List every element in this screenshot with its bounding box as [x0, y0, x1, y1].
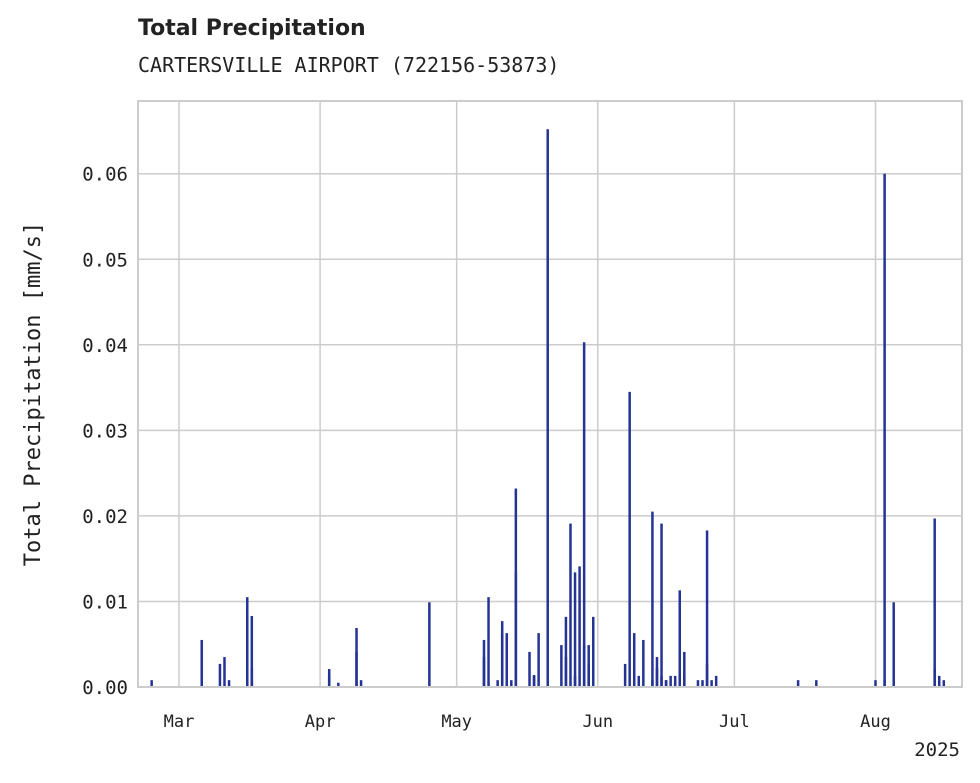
precipitation-bar-67: [714, 675, 718, 687]
precipitation-bar-1: [200, 639, 203, 687]
precipitation-bar-30: [537, 633, 540, 687]
x-tick-label-0: Mar: [164, 712, 195, 732]
precipitation-bar-77: [942, 680, 946, 687]
plot-frame: [137, 100, 963, 688]
y-tick-label-3: 0.03: [82, 420, 128, 442]
precipitation-bar-74: [933, 518, 936, 687]
x-tick-label-2: May: [441, 712, 472, 732]
precipitation-bar-46: [632, 633, 636, 687]
precipitation-bar-68: [796, 680, 800, 687]
x-tick-label-3: Jun: [582, 712, 613, 732]
precipitation-bar-0: [150, 680, 153, 687]
precipitation-bar-73: [892, 602, 895, 687]
precipitation-bar-53: [660, 523, 663, 687]
precipitation-bar-13: [355, 651, 358, 687]
y-tick-label-4: 0.04: [82, 335, 128, 357]
precipitation-bar-5: [246, 597, 249, 687]
precipitation-bar-75: [933, 669, 936, 687]
precipitation-bar-40: [582, 342, 586, 687]
precipitation-bar-11: [337, 682, 340, 687]
precipitation-bar-61: [683, 675, 686, 687]
precipitation-bar-15: [428, 602, 431, 687]
precipitation-bar-31: [546, 129, 549, 687]
precipitation-bar-45: [628, 391, 631, 687]
precipitation-bar-8: [250, 680, 254, 687]
precipitation-bars: [150, 129, 946, 687]
precipitation-bar-37: [573, 675, 577, 687]
precipitation-bar-27: [528, 651, 531, 687]
y-tick-label-2: 0.02: [82, 506, 128, 528]
precipitation-bar-76: [937, 675, 941, 687]
precipitation-bar-60: [683, 651, 686, 687]
precipitation-bar-56: [664, 680, 668, 687]
precipitation-bar-71: [883, 173, 886, 687]
precipitation-bar-44: [623, 663, 627, 687]
precipitation-bar-34: [564, 616, 568, 687]
x-tick-label-1: Apr: [305, 712, 336, 732]
precipitation-bar-35: [569, 523, 572, 687]
precipitation-bar-36: [573, 572, 577, 687]
y-tick-label-1: 0.01: [82, 591, 128, 613]
y-tick-label-6: 0.06: [82, 164, 128, 186]
y-tick-labels: 0.00 0.01 0.02 0.03 0.04 0.05 0.06: [82, 164, 128, 699]
precipitation-bar-65: [705, 530, 709, 687]
precipitation-bar-19: [496, 680, 499, 687]
precipitation-bar-18: [487, 597, 490, 687]
precipitation-bar-32: [560, 645, 563, 687]
precipitation-bar-70: [874, 680, 877, 687]
precipitation-bar-3: [223, 657, 226, 687]
precipitation-bar-24: [510, 680, 513, 687]
y-tick-label-5: 0.05: [82, 249, 128, 271]
grid-lines: [138, 101, 962, 688]
precipitation-bar-2: [218, 663, 222, 687]
chart-title: Total Precipitation: [138, 16, 366, 41]
precipitation-bar-72: [883, 680, 886, 687]
precipitation-bar-17: [482, 657, 486, 687]
precipitation-bar-57: [669, 675, 672, 687]
precipitation-bar-47: [637, 675, 641, 687]
precipitation-bar-66: [710, 680, 713, 687]
precipitation-bar-52: [655, 668, 659, 687]
x-tick-label-5: Aug: [860, 712, 891, 732]
year-label: 2025: [914, 739, 960, 761]
precipitation-bar-21: [500, 633, 504, 687]
precipitation-bar-7: [250, 668, 254, 687]
y-tick-label-0: 0.00: [82, 677, 128, 699]
x-tick-labels: Mar Apr May Jun Jul Aug: [164, 712, 891, 732]
precipitation-bar-6: [250, 615, 254, 687]
precipitation-bar-29: [532, 675, 536, 687]
precipitation-bar-23: [505, 645, 509, 687]
precipitation-bar-42: [587, 663, 590, 687]
chart-subtitle: CARTERSVILLE AIRPORT (722156-53873): [138, 53, 560, 77]
precipitation-bar-43: [591, 616, 595, 687]
y-axis-label: Total Precipitation [mm/s]: [21, 222, 46, 566]
precipitation-bar-4: [227, 680, 231, 687]
precipitation-bar-63: [701, 680, 704, 687]
precipitation-bar-48: [642, 639, 645, 687]
precipitation-bar-38: [578, 566, 581, 687]
precipitation-bar-50: [651, 511, 654, 687]
precipitation-bar-58: [673, 675, 677, 687]
precipitation-bar-69: [815, 680, 818, 687]
precipitation-bar-14: [359, 680, 363, 687]
precipitation-bar-62: [696, 680, 700, 687]
precipitation-bar-26: [514, 572, 518, 687]
precipitation-bar-54: [660, 675, 663, 687]
precipitation-bar-10: [327, 675, 331, 687]
x-tick-label-4: Jul: [719, 712, 750, 732]
precipitation-bar-59: [678, 590, 681, 687]
